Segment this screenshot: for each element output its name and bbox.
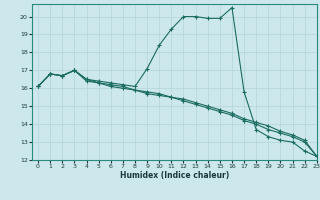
X-axis label: Humidex (Indice chaleur): Humidex (Indice chaleur) — [120, 171, 229, 180]
